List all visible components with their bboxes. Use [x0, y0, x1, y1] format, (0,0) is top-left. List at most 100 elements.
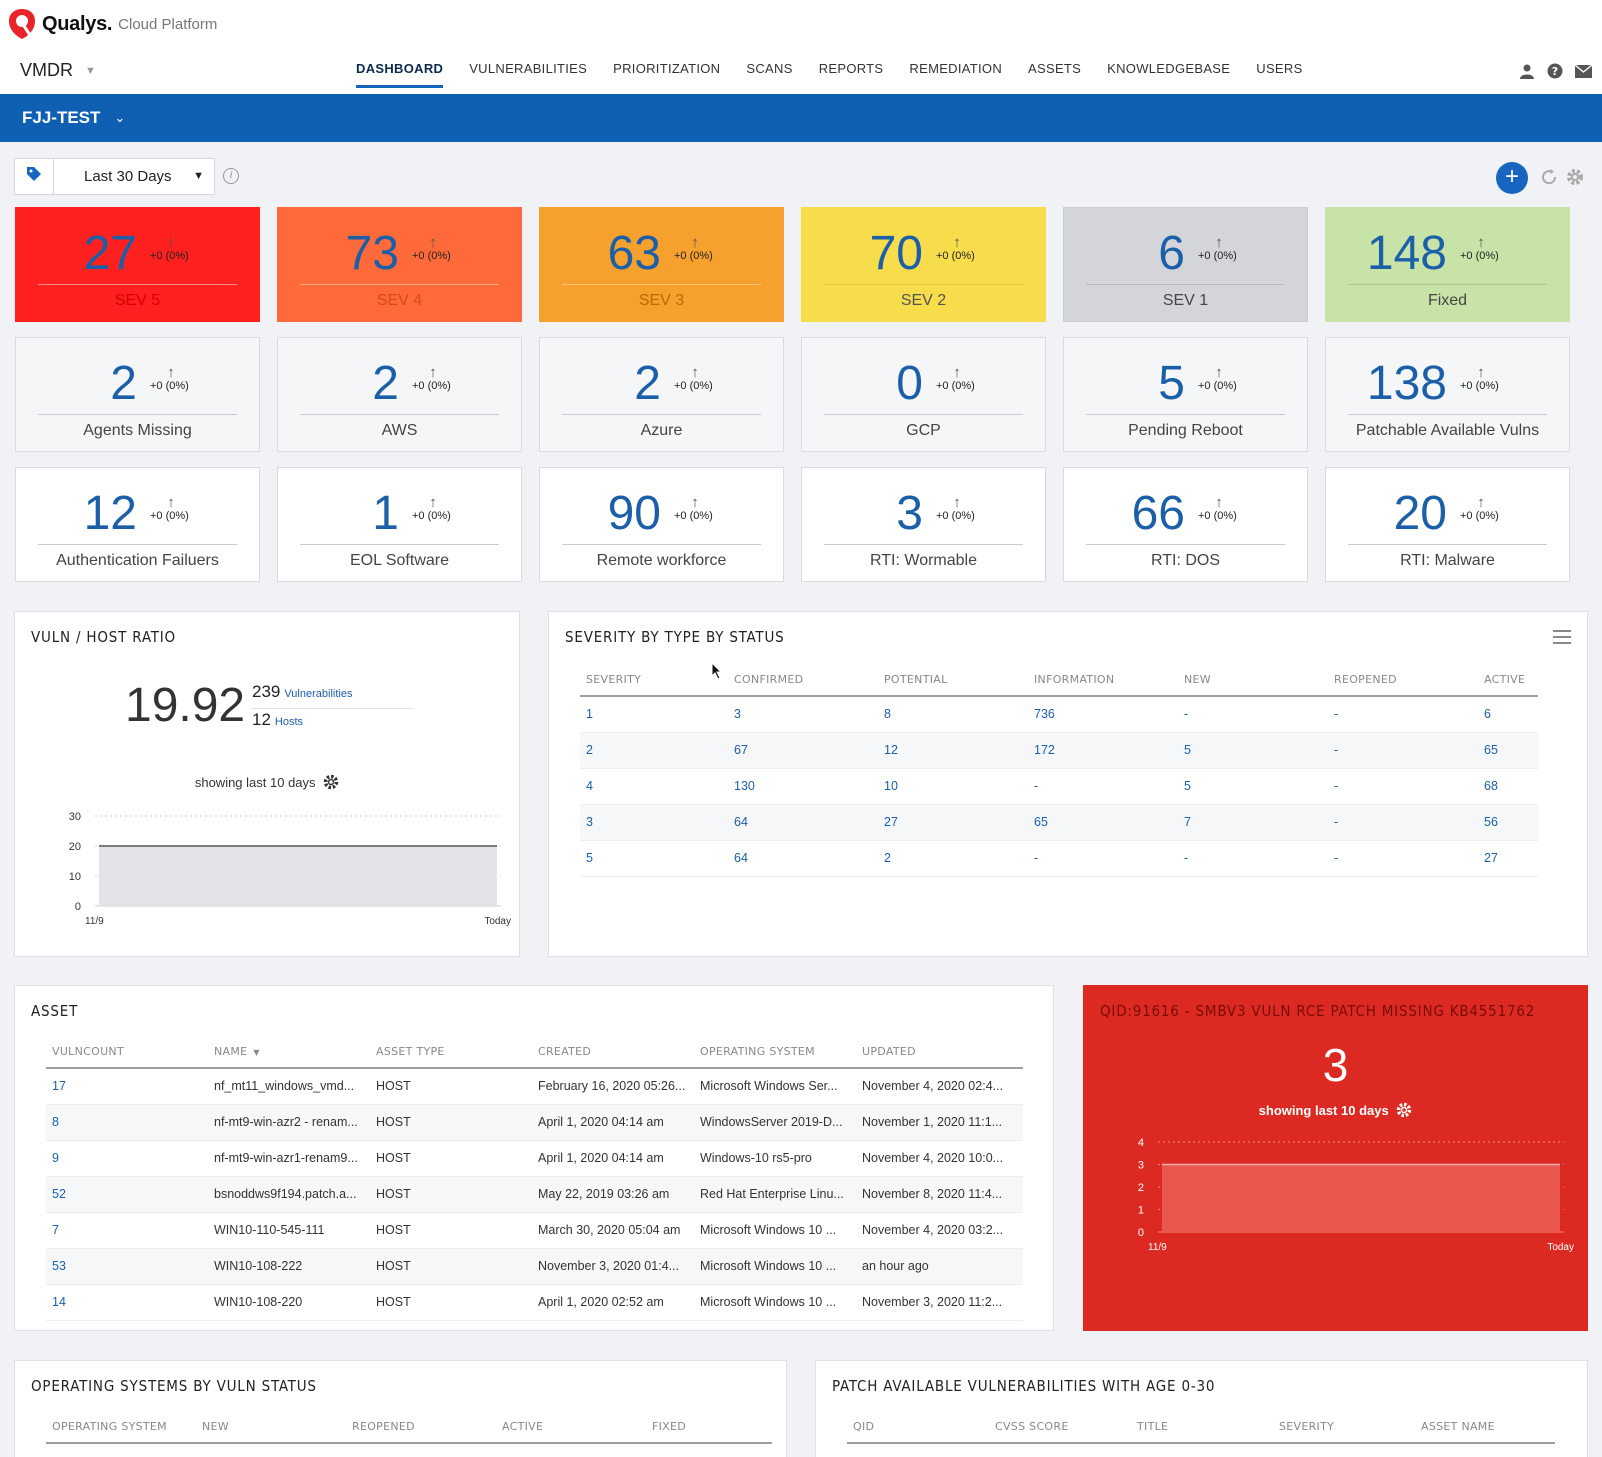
tab-assets[interactable]: ASSETS: [1028, 61, 1082, 76]
table-row[interactable]: 4 130 10-5-68: [580, 768, 1538, 805]
table-row[interactable]: 2 67 12 172 5-65: [580, 732, 1538, 769]
tile-agents-missing[interactable]: 2 ↑ +0 (0%) Agents Missing: [15, 337, 260, 452]
table-cell[interactable]: November 1, 2020 11:1...: [856, 1104, 1023, 1141]
tab-reports[interactable]: REPORTS: [818, 61, 884, 76]
table-cell[interactable]: 65: [1478, 732, 1538, 769]
table-cell[interactable]: -: [1328, 840, 1478, 877]
table-cell[interactable]: 64: [728, 804, 878, 841]
column-header[interactable]: ASSET TYPE: [370, 1036, 532, 1069]
table-cell[interactable]: Microsoft Windows Ser...: [694, 1068, 856, 1105]
column-header[interactable]: FIXED: [646, 1411, 772, 1444]
table-cell[interactable]: 6: [1478, 696, 1538, 733]
tile-sev5[interactable]: 27 ↑ +0 (0%) SEV 5: [15, 207, 260, 322]
column-header[interactable]: INFORMATION: [1028, 664, 1178, 697]
table-cell[interactable]: 64: [728, 840, 878, 877]
column-header[interactable]: POTENTIAL: [878, 664, 1028, 697]
table-cell[interactable]: 67: [728, 732, 878, 769]
column-header[interactable]: NEW: [1178, 664, 1328, 697]
refresh-icon[interactable]: [1540, 168, 1560, 188]
table-cell[interactable]: HOST: [370, 1068, 532, 1105]
tile-eol-software[interactable]: 1 ↑ +0 (0%) EOL Software: [277, 467, 522, 582]
table-cell[interactable]: March 30, 2020 05:04 am: [532, 1212, 694, 1249]
tile-remote-workforce[interactable]: 90 ↑ +0 (0%) Remote workforce: [539, 467, 784, 582]
table-cell[interactable]: -: [1028, 768, 1178, 805]
table-cell[interactable]: Microsoft Windows 10 ...: [694, 1248, 856, 1285]
table-row[interactable]: 8 nf-mt9-win-azr2 - renam... HOST April 1, …: [46, 1104, 1023, 1141]
table-cell[interactable]: November 4, 2020 10:0...: [856, 1140, 1023, 1177]
table-cell[interactable]: -: [1328, 696, 1478, 733]
table-cell[interactable]: 3: [728, 696, 878, 733]
tile-patchable[interactable]: 138 ↑ +0 (0%) Patchable Available Vulns: [1325, 337, 1570, 452]
table-cell[interactable]: 56: [1478, 804, 1538, 841]
table-cell[interactable]: WindowsServer 2019-D...: [694, 1104, 856, 1141]
table-cell[interactable]: November 8, 2020 11:4...: [856, 1176, 1023, 1213]
table-cell[interactable]: April 1, 2020 02:52 am: [532, 1284, 694, 1321]
tile-gcp[interactable]: 0 ↑ +0 (0%) GCP: [801, 337, 1046, 452]
tile-sev3[interactable]: 63 ↑ +0 (0%) SEV 3: [539, 207, 784, 322]
tab-scans[interactable]: SCANS: [746, 61, 793, 76]
table-cell[interactable]: 27: [1478, 840, 1538, 877]
table-cell[interactable]: 2: [580, 732, 728, 769]
table-cell[interactable]: May 22, 2019 03:26 am: [532, 1176, 694, 1213]
table-row[interactable]: 17 nf_mt11_windows_vmd... HOST February 16,…: [46, 1068, 1023, 1105]
table-cell[interactable]: 8: [46, 1104, 208, 1141]
menu-icon[interactable]: [1553, 630, 1571, 649]
table-cell[interactable]: 130: [728, 768, 878, 805]
gear-icon[interactable]: [1396, 1102, 1412, 1121]
tile-rti-dos[interactable]: 66 ↑ +0 (0%) RTI: DOS: [1063, 467, 1308, 582]
table-cell[interactable]: HOST: [370, 1176, 532, 1213]
tile-sev1[interactable]: 6 ↑ +0 (0%) SEV 1: [1063, 207, 1308, 322]
table-row[interactable]: 53 WIN10-108-222 HOST November 3, 2020 01:4…: [46, 1248, 1023, 1285]
table-cell[interactable]: -: [1328, 768, 1478, 805]
table-cell[interactable]: Microsoft Windows 10 ...: [694, 1284, 856, 1321]
tile-aws[interactable]: 2 ↑ +0 (0%) AWS: [277, 337, 522, 452]
table-cell[interactable]: -: [1028, 840, 1178, 877]
table-cell[interactable]: 14: [46, 1284, 208, 1321]
column-header[interactable]: SEVERITY: [580, 664, 728, 697]
table-cell[interactable]: HOST: [370, 1212, 532, 1249]
column-header[interactable]: CONFIRMED: [728, 664, 878, 697]
table-cell[interactable]: 7: [1178, 804, 1328, 841]
column-header[interactable]: REOPENED: [346, 1411, 496, 1444]
tile-auth-failures[interactable]: 12 ↑ +0 (0%) Authentication Failuers: [15, 467, 260, 582]
table-cell[interactable]: Red Hat Enterprise Linu...: [694, 1176, 856, 1213]
settings-gear-icon[interactable]: [1566, 168, 1586, 188]
table-cell[interactable]: nf-mt9-win-azr1-renam9...: [208, 1140, 370, 1177]
table-cell[interactable]: 5: [1178, 768, 1328, 805]
table-cell[interactable]: -: [1178, 840, 1328, 877]
column-header[interactable]: VULNCOUNT: [46, 1036, 208, 1069]
table-cell[interactable]: Windows-10 rs5-pro: [694, 1140, 856, 1177]
table-cell[interactable]: HOST: [370, 1140, 532, 1177]
brand-logo[interactable]: Qualys. Cloud Platform: [8, 8, 217, 40]
column-header[interactable]: QID: [847, 1411, 989, 1444]
help-icon[interactable]: ?: [1544, 60, 1566, 82]
table-cell[interactable]: November 4, 2020 03:2...: [856, 1212, 1023, 1249]
table-cell[interactable]: 27: [878, 804, 1028, 841]
table-cell[interactable]: 12: [878, 732, 1028, 769]
table-cell[interactable]: 9: [46, 1140, 208, 1177]
column-header[interactable]: ACTIVE: [1478, 664, 1538, 697]
tile-fixed[interactable]: 148 ↑ +0 (0%) Fixed: [1325, 207, 1570, 322]
table-cell[interactable]: 17: [46, 1068, 208, 1105]
table-row[interactable]: 1 3 8 736- -6: [580, 696, 1538, 733]
table-cell[interactable]: bsnoddws9f194.patch.a...: [208, 1176, 370, 1213]
column-header[interactable]: CVSS SCORE: [989, 1411, 1131, 1444]
date-range-select[interactable]: Last 30 Days ▼: [53, 158, 215, 195]
tile-sev4[interactable]: 73 ↑ +0 (0%) SEV 4: [277, 207, 522, 322]
table-cell[interactable]: 5: [1178, 732, 1328, 769]
tile-rti-wormable[interactable]: 3 ↑ +0 (0%) RTI: Wormable: [801, 467, 1046, 582]
dashboard-selector[interactable]: FJJ-TEST ⌄: [22, 108, 125, 128]
tile-rti-malware[interactable]: 20 ↑ +0 (0%) RTI: Malware: [1325, 467, 1570, 582]
table-cell[interactable]: WIN10-108-222: [208, 1248, 370, 1285]
table-cell[interactable]: HOST: [370, 1284, 532, 1321]
table-cell[interactable]: HOST: [370, 1104, 532, 1141]
table-cell[interactable]: 736: [1028, 696, 1178, 733]
table-cell[interactable]: 8: [878, 696, 1028, 733]
table-row[interactable]: 14 WIN10-108-220 HOST April 1, 2020 02:52 a…: [46, 1284, 1023, 1321]
table-cell[interactable]: Microsoft Windows 10 ...: [694, 1212, 856, 1249]
table-row[interactable]: 7 WIN10-110-545-111 HOST March 30, 2020 05:…: [46, 1212, 1023, 1249]
column-header[interactable]: OPERATING SYSTEM: [694, 1036, 856, 1069]
table-cell[interactable]: 65: [1028, 804, 1178, 841]
table-cell[interactable]: April 1, 2020 04:14 am: [532, 1140, 694, 1177]
tab-prioritization[interactable]: PRIORITIZATION: [613, 61, 721, 76]
